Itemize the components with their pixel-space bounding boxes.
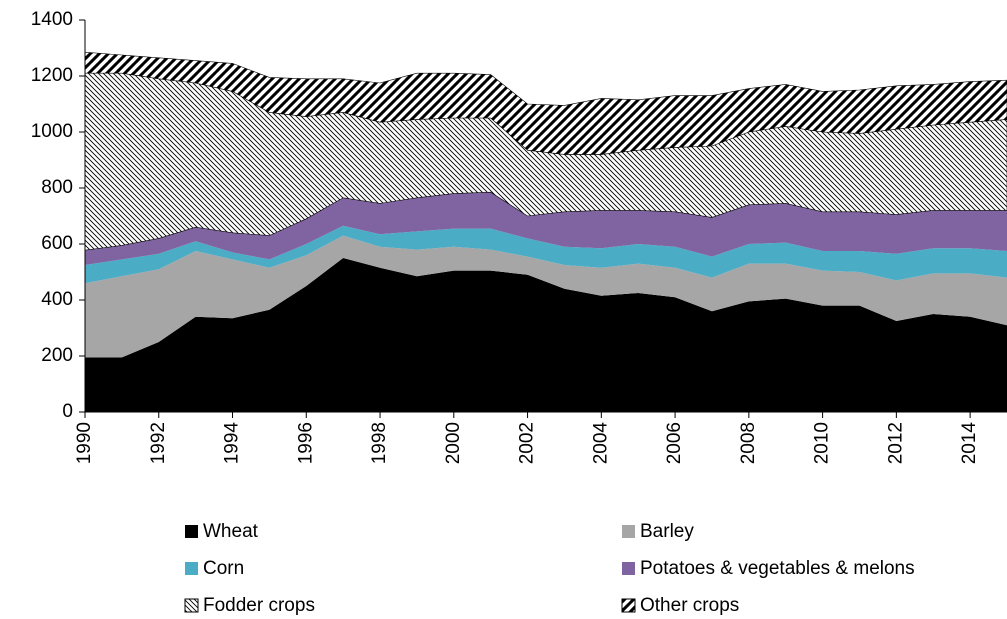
- y-tick-label: 0: [62, 401, 73, 422]
- x-tick-label: 1992: [148, 422, 169, 464]
- area: [85, 235, 1007, 358]
- y-tick-label: 800: [41, 177, 73, 198]
- area: [84, 51, 1007, 155]
- x-tick-label: 2000: [443, 422, 464, 464]
- legend-label: Fodder crops: [203, 595, 315, 616]
- legend-label: Potatoes & vegetables & melons: [640, 558, 915, 579]
- x-tick-label: 2002: [517, 422, 538, 464]
- x-tick-label: 2012: [885, 422, 906, 464]
- x-tick-label: 2004: [590, 422, 611, 465]
- x-tick-label: 2014: [959, 422, 980, 465]
- y-tick-label: 200: [41, 345, 73, 366]
- x-tick-label: 1990: [74, 422, 95, 464]
- x-tick-label: 1994: [222, 422, 243, 465]
- legend-swatch: [185, 562, 198, 575]
- y-tick-label: 400: [41, 289, 73, 310]
- legend-label: Other crops: [640, 595, 739, 616]
- legend-label: Wheat: [203, 521, 259, 542]
- x-tick-label: 1996: [295, 422, 316, 464]
- legend-swatch: [185, 525, 198, 538]
- legend-swatch: [622, 525, 635, 538]
- legend-label: Barley: [640, 521, 694, 542]
- legend-swatch: [622, 562, 635, 575]
- y-tick-label: 600: [41, 233, 73, 254]
- area: [85, 225, 1007, 284]
- y-tick-label: 1200: [31, 65, 73, 86]
- legend-swatch: [184, 598, 199, 613]
- area: [85, 258, 1007, 412]
- x-tick-label: 2010: [812, 422, 833, 464]
- legend-swatch: [621, 598, 636, 613]
- x-tick-label: 2008: [738, 422, 759, 464]
- y-tick-label: 1000: [31, 121, 73, 142]
- x-tick-label: 2006: [664, 422, 685, 464]
- x-tick-label: 1998: [369, 422, 390, 464]
- legend-label: Corn: [203, 558, 244, 579]
- area: [85, 192, 1007, 265]
- y-tick-label: 1400: [31, 9, 73, 30]
